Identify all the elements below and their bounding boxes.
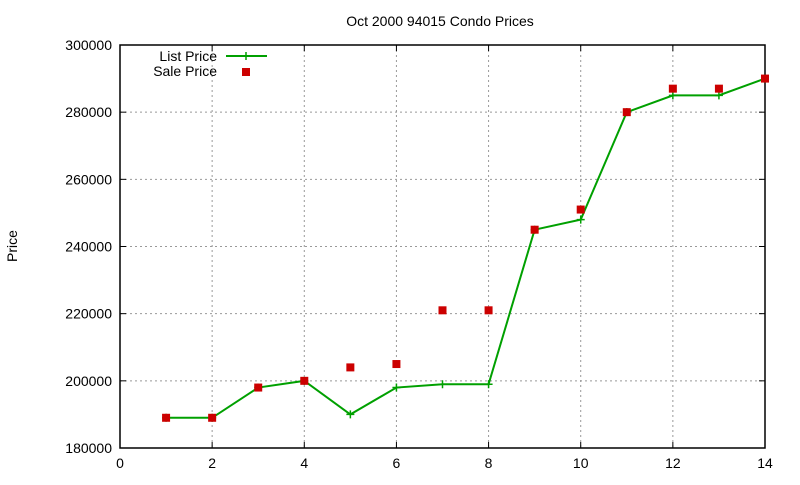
y-tick-label: 200000 [65, 373, 112, 389]
y-tick-label: 240000 [65, 239, 112, 255]
y-tick-label: 260000 [65, 171, 112, 187]
y-tick-label: 180000 [65, 440, 112, 456]
x-tick-label: 2 [208, 455, 216, 471]
sale-price-point [714, 84, 723, 93]
sale-price-point [530, 225, 539, 234]
list-price-point [576, 215, 585, 224]
x-tick-label: 14 [757, 455, 773, 471]
x-tick-label: 6 [393, 455, 401, 471]
list-price-line [166, 77, 766, 419]
sale-price-point [300, 376, 309, 385]
sale-price-point [208, 413, 217, 422]
sale-price-point [438, 306, 447, 315]
list-price-point [346, 410, 355, 419]
y-tick-label: 220000 [65, 306, 112, 322]
x-tick-label: 4 [300, 455, 308, 471]
sale-price-point [761, 74, 769, 83]
sale-price-point [576, 205, 585, 214]
sale-price-point [668, 84, 677, 93]
chart-title: Oct 2000 94015 Condo Prices [346, 13, 534, 29]
plot-frame [119, 44, 766, 449]
y-tick-label: 300000 [65, 37, 112, 53]
sale-price-point [622, 108, 631, 117]
sale-price-point [254, 383, 263, 392]
list-price-point [714, 91, 723, 100]
list-price-point [668, 91, 677, 100]
sale-price-point [162, 413, 171, 422]
x-tick-label: 12 [665, 455, 681, 471]
axis-ticks: 0 2 4 6 8 10 12 14 180000 200000 220000 240000 26000… [65, 37, 773, 471]
list-price-point [484, 380, 493, 389]
legend-sale-price-label: Sale Price [153, 63, 217, 79]
y-axis-label: Price [4, 230, 20, 262]
x-tick-label: 8 [485, 455, 493, 471]
data-series [162, 74, 769, 422]
legend-list-price-label: List Price [159, 48, 217, 64]
sale-price-point [392, 360, 401, 369]
sale-price-point [484, 306, 493, 315]
x-tick-label: 10 [573, 455, 589, 471]
sale-price-point [346, 363, 355, 372]
y-tick-label: 280000 [65, 104, 112, 120]
legend-sale-price-marker [242, 68, 250, 76]
x-tick-label: 0 [116, 455, 124, 471]
list-price-point [438, 380, 447, 389]
list-price-point [392, 383, 401, 392]
